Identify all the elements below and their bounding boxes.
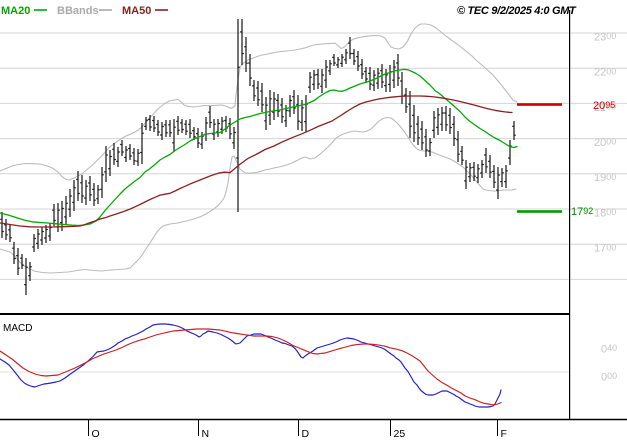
svg-text:40: 40 [607,343,617,353]
svg-text:95: 95 [605,100,615,110]
svg-text:BBands: BBands [57,5,99,17]
svg-text:00: 00 [606,242,616,252]
svg-text:17: 17 [571,206,583,218]
svg-text:23: 23 [594,31,606,43]
svg-text:MA50: MA50 [122,5,151,17]
svg-text:MA20: MA20 [1,5,30,17]
svg-text:0: 0 [601,371,607,383]
svg-text:N: N [202,428,210,440]
svg-text:00: 00 [606,172,616,182]
svg-text:© TEC 9/2/2025 4:0 GMT: © TEC 9/2/2025 4:0 GMT [457,5,577,17]
svg-text:00: 00 [606,66,616,76]
svg-text:20: 20 [593,100,605,112]
svg-text:25: 25 [394,428,406,440]
svg-text:F: F [501,428,507,440]
svg-text:O: O [92,428,100,440]
svg-text:D: D [302,428,310,440]
svg-text:MACD: MACD [3,323,32,334]
svg-text:19: 19 [594,172,606,184]
svg-text:20: 20 [594,137,606,149]
svg-text:00: 00 [606,31,616,41]
svg-text:17: 17 [594,243,606,255]
svg-text:21: 21 [594,102,606,114]
svg-text:92: 92 [583,206,593,216]
svg-text:0: 0 [601,343,607,355]
svg-text:00: 00 [606,207,616,217]
svg-text:22: 22 [594,67,606,79]
svg-text:00: 00 [606,102,616,112]
svg-text:00: 00 [607,371,617,381]
svg-text:00: 00 [606,137,616,147]
svg-text:18: 18 [594,207,606,219]
